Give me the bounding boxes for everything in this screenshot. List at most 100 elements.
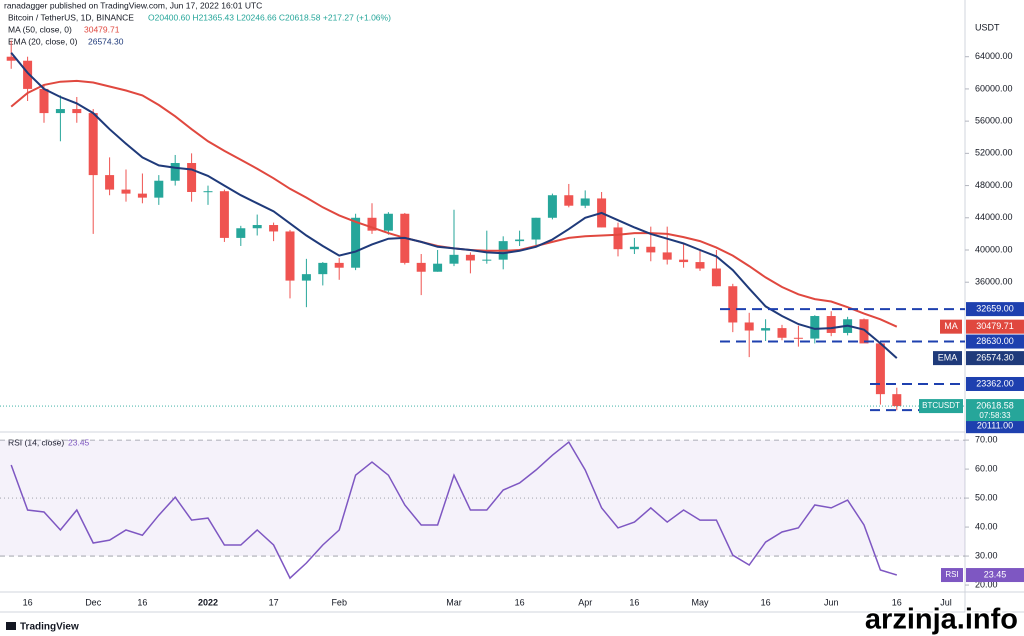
rsi-legend-value: 23.45	[68, 437, 90, 447]
x-tick-label: 16	[892, 597, 902, 607]
y-tick-label: 60.00	[975, 463, 998, 473]
candle-body	[367, 217, 377, 231]
ma-legend: MA (50, close, 0)	[8, 24, 72, 34]
level-label: 20111.00	[977, 421, 1013, 431]
candle-body	[744, 322, 754, 331]
x-tick-label: 16	[761, 597, 771, 607]
candle-body	[88, 113, 98, 176]
x-tick-label: 17	[269, 597, 279, 607]
candle-body	[39, 88, 49, 114]
candle-body	[580, 198, 590, 206]
candle-body	[203, 191, 213, 193]
series-tag	[933, 351, 962, 366]
rsi-tag	[941, 568, 963, 583]
indicator-line	[10, 52, 898, 359]
rsi-legend: RSI (14, close)	[8, 437, 64, 447]
candle-body	[777, 328, 787, 338]
price-box	[966, 399, 1024, 422]
y-tick-label: 30.00	[975, 550, 998, 560]
series-value-label: 26574.30	[976, 352, 1014, 362]
x-tick-label: Feb	[331, 597, 347, 607]
x-tick-label: 16	[137, 597, 147, 607]
candle-body	[219, 191, 229, 238]
candle-body	[547, 195, 557, 218]
x-tick-label: 16	[23, 597, 33, 607]
candle-body	[252, 225, 262, 229]
candle-body	[187, 163, 197, 193]
x-tick-label: Jul	[940, 597, 952, 607]
candle-body	[679, 259, 689, 263]
y-axis-unit: USDT	[975, 22, 1000, 32]
candle-body	[646, 246, 656, 253]
candle-body	[433, 263, 443, 272]
series-box	[966, 351, 1024, 366]
level-box	[966, 334, 1024, 349]
candle-body	[629, 246, 639, 250]
x-tick-label: Dec	[85, 597, 102, 607]
candle-body	[531, 217, 541, 240]
level-box	[966, 376, 1024, 391]
y-tick-label: 52000.00	[975, 148, 1013, 158]
level-label: 32659.00	[976, 303, 1014, 313]
y-tick-label: 48000.00	[975, 180, 1013, 190]
ema-legend-value: 26574.30	[88, 36, 124, 46]
candle-body	[826, 316, 836, 333]
y-tick-label: 44000.00	[975, 212, 1013, 222]
candle-body	[482, 259, 492, 261]
candle-body	[810, 316, 820, 339]
rsi-line	[10, 440, 898, 580]
candle-body	[269, 225, 279, 232]
candle-body	[793, 337, 803, 339]
logo-text: TradingView	[20, 622, 79, 633]
x-tick-label: 16	[629, 597, 639, 607]
y-tick-label: 70.00	[975, 434, 998, 444]
rsi-value-label: 23.45	[984, 569, 1007, 579]
level-box	[966, 419, 1024, 434]
x-tick-label: Apr	[578, 597, 592, 607]
logo-icon	[6, 622, 16, 630]
ma-legend-value: 30479.71	[84, 24, 120, 34]
y-tick-label: 20.00	[975, 579, 998, 589]
candle-body	[301, 274, 311, 281]
level-box	[966, 302, 1024, 317]
rsi-tag-label: RSI	[945, 570, 958, 579]
candle-body	[23, 60, 33, 89]
candle-body	[137, 193, 147, 198]
y-tick-label: 60000.00	[975, 83, 1013, 93]
candle-body	[892, 394, 902, 407]
candle-body	[695, 262, 705, 269]
x-tick-label: 2022	[198, 597, 218, 607]
y-tick-label: 40000.00	[975, 244, 1013, 254]
ohlc: O20400.60 H21365.43 L20246.66 C20618.58 …	[148, 12, 391, 22]
candle-body	[236, 228, 246, 238]
price-tag-label: BTCUSDT	[922, 401, 960, 410]
x-tick-label: 16	[515, 597, 525, 607]
y-tick-label: 40.00	[975, 521, 998, 531]
series-box	[966, 319, 1024, 334]
y-tick-label: 56000.00	[975, 116, 1013, 126]
candle-body	[728, 286, 738, 323]
y-tick-label: 64000.00	[975, 51, 1013, 61]
candle-body	[55, 109, 65, 114]
y-tick-label: 50.00	[975, 492, 998, 502]
candle-body	[170, 163, 180, 181]
rsi-box	[966, 568, 1024, 583]
candle-body	[105, 175, 115, 190]
candle-body	[72, 109, 82, 114]
candle-body	[515, 239, 525, 242]
countdown: 07:58:33	[979, 411, 1011, 420]
watermark: arzinja.info	[865, 604, 1018, 636]
candle-body	[334, 262, 344, 268]
price-tag	[919, 399, 963, 414]
series-tag	[940, 319, 962, 334]
candle-body	[154, 180, 164, 198]
candle-body	[318, 262, 328, 275]
candle-body	[662, 252, 672, 260]
candle-body	[449, 254, 459, 264]
candle-body	[416, 262, 426, 272]
symbol: Bitcoin / TetherUS, 1D, BINANCE	[8, 12, 134, 22]
candle-body	[285, 231, 295, 281]
candle-body	[121, 189, 131, 194]
